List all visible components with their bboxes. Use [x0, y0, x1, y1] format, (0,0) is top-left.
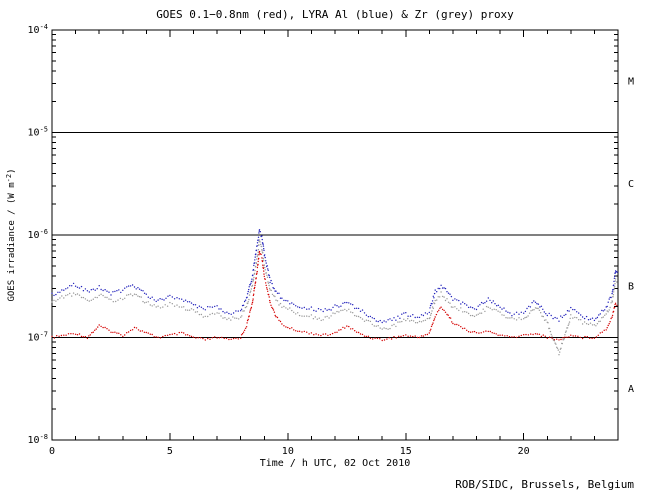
svg-text:10-5: 10-5: [28, 126, 48, 139]
svg-text:B: B: [628, 281, 634, 292]
x-axis-label: Time / h UTC, 02 Oct 2010: [259, 458, 411, 469]
svg-text:20: 20: [518, 446, 530, 457]
svg-text:10-8: 10-8: [28, 433, 48, 446]
svg-text:10-7: 10-7: [28, 331, 48, 344]
svg-text:M: M: [628, 76, 634, 87]
svg-text:A: A: [628, 384, 634, 395]
svg-text:5: 5: [167, 446, 173, 457]
chart-title: GOES 0.1−0.8nm (red), LYRA Al (blue) & Z…: [156, 8, 514, 21]
svg-text:0: 0: [49, 446, 55, 457]
svg-text:15: 15: [400, 446, 412, 457]
svg-text:10-6: 10-6: [28, 228, 48, 241]
svg-text:10-4: 10-4: [28, 23, 48, 36]
svg-text:C: C: [628, 179, 634, 190]
svg-text:10: 10: [282, 446, 294, 457]
svg-text:GOES irradiance / (W m-2): GOES irradiance / (W m-2): [5, 168, 17, 301]
credit-text: ROB/SIDC, Brussels, Belgium: [455, 478, 634, 491]
